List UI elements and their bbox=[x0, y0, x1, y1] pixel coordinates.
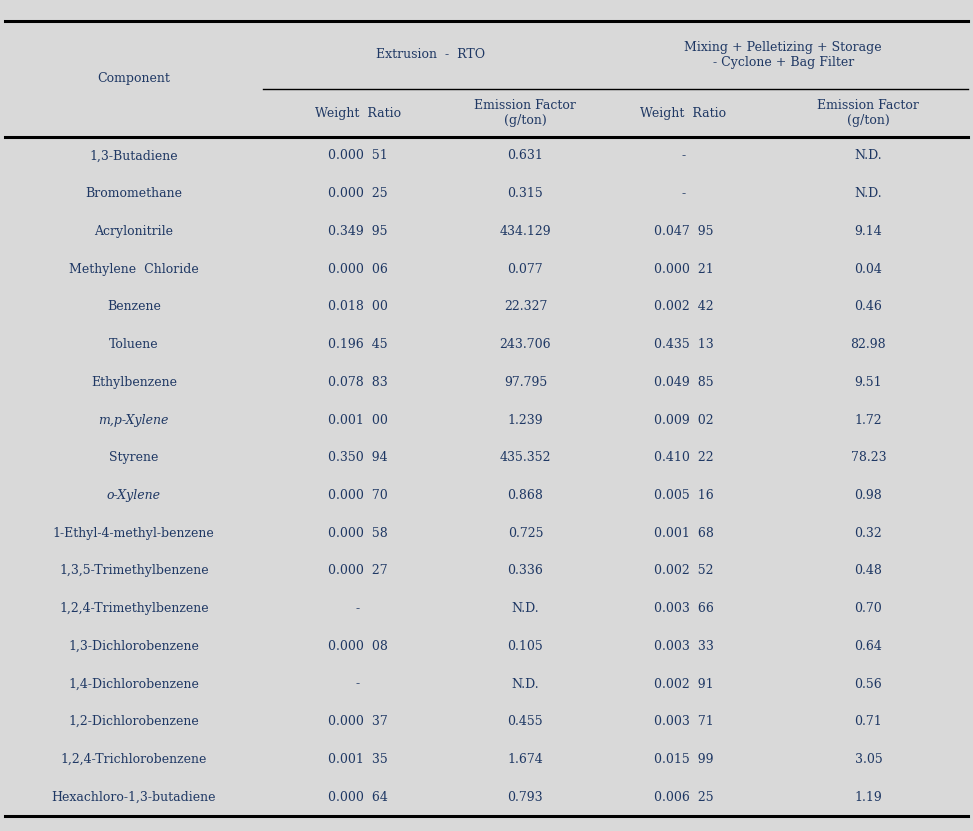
Text: 0.047  95: 0.047 95 bbox=[654, 225, 713, 238]
Text: 0.077: 0.077 bbox=[508, 263, 543, 276]
Text: 1.674: 1.674 bbox=[508, 753, 543, 766]
Text: 0.002  91: 0.002 91 bbox=[654, 677, 713, 691]
Text: 1,2,4-Trichlorobenzene: 1,2,4-Trichlorobenzene bbox=[60, 753, 207, 766]
Text: 1,3,5-Trimethylbenzene: 1,3,5-Trimethylbenzene bbox=[59, 564, 208, 578]
Text: 0.04: 0.04 bbox=[854, 263, 883, 276]
Text: Styrene: Styrene bbox=[109, 451, 159, 465]
Text: 22.327: 22.327 bbox=[504, 300, 547, 313]
Text: 0.000  08: 0.000 08 bbox=[328, 640, 387, 653]
Text: 1.19: 1.19 bbox=[854, 790, 883, 804]
Text: Hexachloro-1,3-butadiene: Hexachloro-1,3-butadiene bbox=[52, 790, 216, 804]
Text: 0.001  35: 0.001 35 bbox=[328, 753, 387, 766]
Text: 434.129: 434.129 bbox=[499, 225, 552, 238]
Text: -: - bbox=[681, 187, 686, 200]
Text: 0.64: 0.64 bbox=[854, 640, 883, 653]
Text: 0.009  02: 0.009 02 bbox=[654, 414, 713, 426]
Text: 0.435  13: 0.435 13 bbox=[654, 338, 713, 351]
Text: 1,2,4-Trimethylbenzene: 1,2,4-Trimethylbenzene bbox=[59, 602, 208, 615]
Text: 0.078  83: 0.078 83 bbox=[328, 376, 387, 389]
Text: 0.015  99: 0.015 99 bbox=[654, 753, 713, 766]
Text: 82.98: 82.98 bbox=[850, 338, 886, 351]
Text: 0.002  52: 0.002 52 bbox=[654, 564, 713, 578]
Text: 0.003  66: 0.003 66 bbox=[654, 602, 713, 615]
Text: 0.793: 0.793 bbox=[508, 790, 543, 804]
Text: N.D.: N.D. bbox=[854, 187, 883, 200]
Text: 3.05: 3.05 bbox=[854, 753, 883, 766]
Text: 0.003  71: 0.003 71 bbox=[654, 715, 713, 728]
Text: Benzene: Benzene bbox=[107, 300, 161, 313]
Text: N.D.: N.D. bbox=[512, 677, 539, 691]
Text: 0.000  06: 0.000 06 bbox=[328, 263, 387, 276]
Text: Bromomethane: Bromomethane bbox=[86, 187, 182, 200]
Text: 1.239: 1.239 bbox=[508, 414, 543, 426]
Text: 97.795: 97.795 bbox=[504, 376, 547, 389]
Text: 0.018  00: 0.018 00 bbox=[328, 300, 387, 313]
Text: Extrusion  -  RTO: Extrusion - RTO bbox=[376, 48, 486, 61]
Text: 9.51: 9.51 bbox=[854, 376, 883, 389]
Text: Weight  Ratio: Weight Ratio bbox=[314, 106, 401, 120]
Text: 1-Ethyl-4-methyl-benzene: 1-Ethyl-4-methyl-benzene bbox=[53, 527, 215, 539]
Text: Acrylonitrile: Acrylonitrile bbox=[94, 225, 173, 238]
Text: 1,3-Butadiene: 1,3-Butadiene bbox=[90, 150, 178, 163]
Text: Emission Factor
(g/ton): Emission Factor (g/ton) bbox=[475, 99, 576, 127]
Text: 0.005  16: 0.005 16 bbox=[654, 489, 713, 502]
Text: Methylene  Chloride: Methylene Chloride bbox=[69, 263, 198, 276]
Text: Component: Component bbox=[97, 72, 170, 86]
Text: 9.14: 9.14 bbox=[854, 225, 883, 238]
Text: 0.000  58: 0.000 58 bbox=[328, 527, 387, 539]
Text: 0.32: 0.32 bbox=[854, 527, 883, 539]
Text: 0.350  94: 0.350 94 bbox=[328, 451, 387, 465]
Text: 0.000  70: 0.000 70 bbox=[328, 489, 387, 502]
Text: 0.71: 0.71 bbox=[854, 715, 883, 728]
Text: 0.46: 0.46 bbox=[854, 300, 883, 313]
Text: 0.002  42: 0.002 42 bbox=[654, 300, 713, 313]
Text: 0.001  68: 0.001 68 bbox=[654, 527, 713, 539]
Text: 0.049  85: 0.049 85 bbox=[654, 376, 713, 389]
Text: 0.006  25: 0.006 25 bbox=[654, 790, 713, 804]
Text: 0.000  27: 0.000 27 bbox=[328, 564, 387, 578]
Text: 0.315: 0.315 bbox=[508, 187, 543, 200]
Text: 0.48: 0.48 bbox=[854, 564, 883, 578]
Text: Ethylbenzene: Ethylbenzene bbox=[90, 376, 177, 389]
Text: 0.70: 0.70 bbox=[854, 602, 883, 615]
Text: 243.706: 243.706 bbox=[499, 338, 552, 351]
Text: 0.000  21: 0.000 21 bbox=[654, 263, 713, 276]
Text: 0.001  00: 0.001 00 bbox=[328, 414, 387, 426]
Text: 0.000  64: 0.000 64 bbox=[328, 790, 387, 804]
Text: 1,3-Dichlorobenzene: 1,3-Dichlorobenzene bbox=[68, 640, 199, 653]
Text: 0.410  22: 0.410 22 bbox=[654, 451, 713, 465]
Text: 0.98: 0.98 bbox=[854, 489, 883, 502]
Text: 435.352: 435.352 bbox=[500, 451, 551, 465]
Text: -: - bbox=[355, 677, 360, 691]
Text: 0.56: 0.56 bbox=[854, 677, 883, 691]
Text: 0.868: 0.868 bbox=[508, 489, 543, 502]
Text: 0.000  51: 0.000 51 bbox=[328, 150, 387, 163]
Text: -: - bbox=[355, 602, 360, 615]
Text: 78.23: 78.23 bbox=[850, 451, 886, 465]
Text: o-Xylene: o-Xylene bbox=[107, 489, 161, 502]
Text: 0.000  37: 0.000 37 bbox=[328, 715, 387, 728]
Text: Mixing + Pelletizing + Storage
- Cyclone + Bag Filter: Mixing + Pelletizing + Storage - Cyclone… bbox=[684, 41, 883, 69]
Text: 1,4-Dichlorobenzene: 1,4-Dichlorobenzene bbox=[68, 677, 199, 691]
Text: 0.349  95: 0.349 95 bbox=[328, 225, 387, 238]
Text: 0.631: 0.631 bbox=[508, 150, 543, 163]
Text: 1.72: 1.72 bbox=[854, 414, 883, 426]
Text: 0.196  45: 0.196 45 bbox=[328, 338, 387, 351]
Text: 1,2-Dichlorobenzene: 1,2-Dichlorobenzene bbox=[68, 715, 199, 728]
Text: 0.336: 0.336 bbox=[508, 564, 543, 578]
Text: m,p-Xylene: m,p-Xylene bbox=[98, 414, 169, 426]
Text: -: - bbox=[681, 150, 686, 163]
Text: 0.105: 0.105 bbox=[508, 640, 543, 653]
Text: N.D.: N.D. bbox=[512, 602, 539, 615]
Text: 0.003  33: 0.003 33 bbox=[654, 640, 713, 653]
Text: Toluene: Toluene bbox=[109, 338, 159, 351]
Text: 0.725: 0.725 bbox=[508, 527, 543, 539]
Text: 0.455: 0.455 bbox=[508, 715, 543, 728]
Text: N.D.: N.D. bbox=[854, 150, 883, 163]
Text: Emission Factor
(g/ton): Emission Factor (g/ton) bbox=[817, 99, 919, 127]
Text: 0.000  25: 0.000 25 bbox=[328, 187, 387, 200]
Text: Weight  Ratio: Weight Ratio bbox=[640, 106, 727, 120]
